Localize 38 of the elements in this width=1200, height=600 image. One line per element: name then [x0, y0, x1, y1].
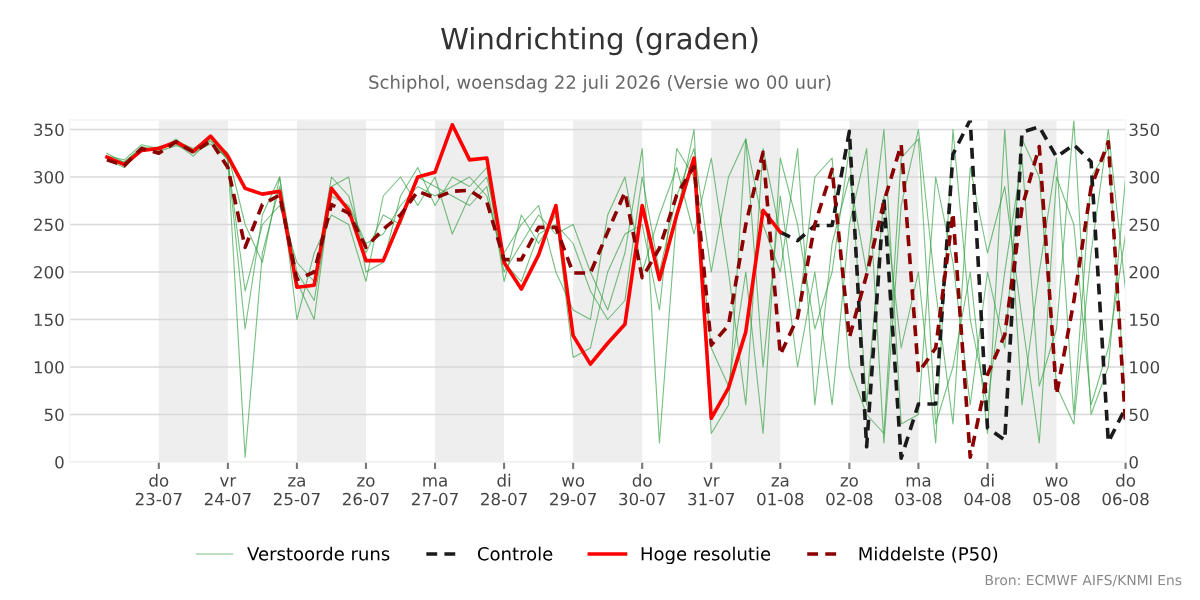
- x-tick-label: do 30-07: [619, 473, 665, 506]
- y2-tick-label: 200: [1129, 265, 1160, 279]
- y2-tick-label: 50: [1129, 408, 1149, 422]
- x-tick-label: do 06-08: [1102, 473, 1149, 506]
- y2-tick-label: 250: [1129, 218, 1160, 232]
- x-tick-label: di 28-07: [481, 473, 527, 506]
- chart-title: Windrichting (graden): [441, 27, 758, 56]
- x-tick-label: za 25-07: [273, 477, 320, 506]
- x-tick-label: do 23-07: [135, 473, 182, 506]
- x-tick-label: di 04-08: [964, 473, 1011, 506]
- legend-label: Middelste (P50): [859, 546, 998, 563]
- y-tick-label: 300: [34, 170, 64, 184]
- y-tick-label: 250: [34, 218, 64, 232]
- legend-label: Verstoorde runs: [247, 546, 390, 561]
- y-tick-label: 150: [34, 313, 64, 327]
- x-tick-label: ma 03-08: [895, 477, 942, 506]
- y-tick-label: 100: [34, 360, 64, 374]
- y2-tick-label: 300: [1129, 170, 1160, 184]
- x-tick-label: wo 05-08: [1033, 477, 1080, 506]
- y-tick-label: 350: [34, 123, 64, 137]
- text: Bron: ECMWF AIFS/KNMI Ens: [985, 574, 1182, 587]
- chart-subtitle: Schiphol, woensdag 22 juli 2026 (Versie wo 00 uur): [369, 75, 831, 93]
- y-tick-label: 200: [34, 265, 64, 279]
- x-tick-label: vr 31-07: [688, 477, 735, 506]
- y-tick-label: 50: [44, 408, 64, 422]
- y2-tick-label: 150: [1130, 313, 1160, 327]
- x-tick-label: zo 26-07: [342, 477, 389, 506]
- y2-tick-label: 100: [1130, 360, 1160, 374]
- x-tick-label: za 01-08: [757, 477, 804, 506]
- legend-label: Hoge resolutie: [641, 546, 771, 565]
- x-tick-label: wo 29-07: [550, 477, 596, 506]
- y2-tick-label: 0: [1129, 455, 1138, 469]
- x-tick-label: zo 02-08: [826, 477, 873, 506]
- y-tick-label: 0: [55, 455, 64, 469]
- y2-tick-label: 350: [1129, 123, 1160, 137]
- legend-label: Controle: [477, 546, 553, 561]
- x-tick-label: ma 27-07: [412, 477, 458, 506]
- x-tick-label: vr 24-07: [204, 477, 251, 506]
